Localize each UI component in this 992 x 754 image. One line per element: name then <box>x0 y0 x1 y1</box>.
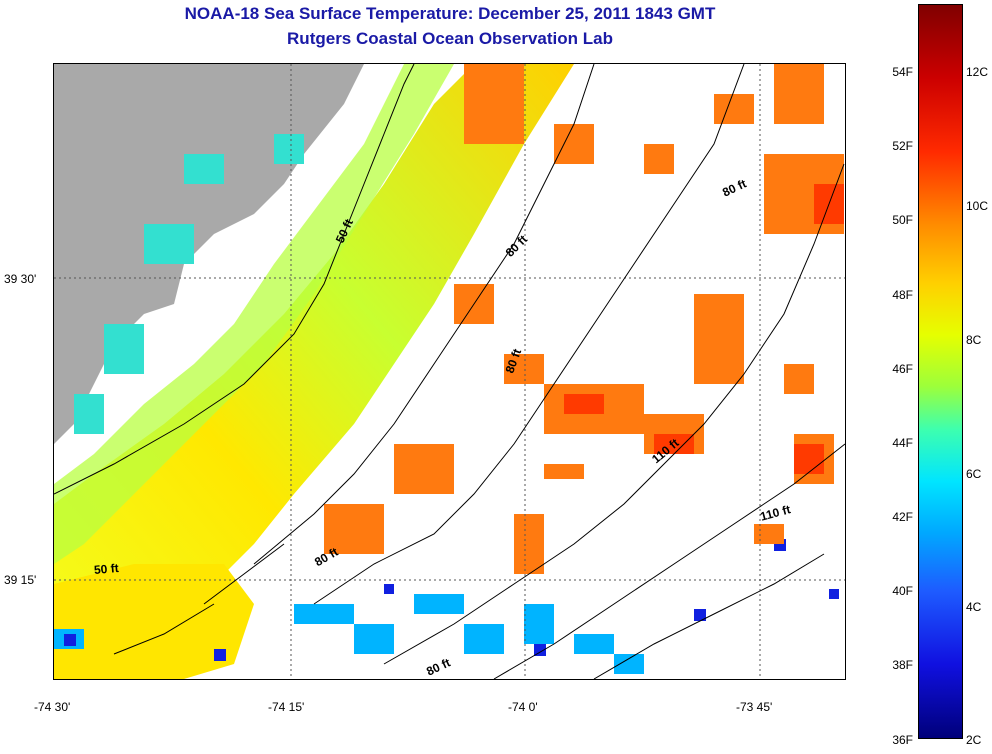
colorbar-c-label: 2C <box>966 733 982 747</box>
sst-map-canvas <box>54 64 845 679</box>
colorbar-f-label: 44F <box>892 436 913 450</box>
x-tick-label: -74 30' <box>34 700 71 714</box>
map-title: NOAA-18 Sea Surface Temperature: Decembe… <box>184 4 716 23</box>
colorbar-f-label: 54F <box>892 65 913 79</box>
sst-marsh-pixels <box>74 134 304 434</box>
colorbar-f-label: 40F <box>892 584 913 598</box>
sst-map: 50 ft 80 ft 80 ft 80 ft 110 ft 110 ft 80… <box>53 63 846 680</box>
x-tick-label: -73 45' <box>736 700 773 714</box>
colorbar-f-label: 46F <box>892 362 913 376</box>
sst-south-yellow <box>54 564 254 679</box>
y-tick-label: 39 30' <box>4 272 37 286</box>
sst-coastal-band <box>54 64 574 679</box>
map-subtitle: Rutgers Coastal Ocean Observation Lab <box>287 29 613 48</box>
sst-deep-blue-pixels <box>64 539 839 661</box>
colorbar-f-label: 36F <box>892 733 913 747</box>
colorbar-c-label: 4C <box>966 600 982 614</box>
colorbar-f-label: 50F <box>892 213 913 227</box>
y-tick-label: 39 15' <box>4 573 37 587</box>
colorbar-c-label: 10C <box>966 199 989 213</box>
temperature-colorbar <box>918 4 963 739</box>
colorbar-f-label: 38F <box>892 658 913 672</box>
bathymetry-contours <box>54 64 845 679</box>
colorbar-f-label: 52F <box>892 139 913 153</box>
graticule <box>54 64 845 679</box>
colorbar-f-label: 42F <box>892 510 913 524</box>
sst-hot-pixels <box>564 184 844 474</box>
contour-label: 50 ft <box>93 560 120 578</box>
colorbar-c-label: 8C <box>966 333 982 347</box>
x-tick-label: -74 0' <box>508 700 538 714</box>
colorbar-f-label: 48F <box>892 288 913 302</box>
sst-cold-pixels <box>54 594 644 674</box>
sst-nearshore-green <box>54 64 454 564</box>
colorbar-c-label: 6C <box>966 467 982 481</box>
x-tick-label: -74 15' <box>268 700 305 714</box>
colorbar-c-label: 12C <box>966 65 989 79</box>
